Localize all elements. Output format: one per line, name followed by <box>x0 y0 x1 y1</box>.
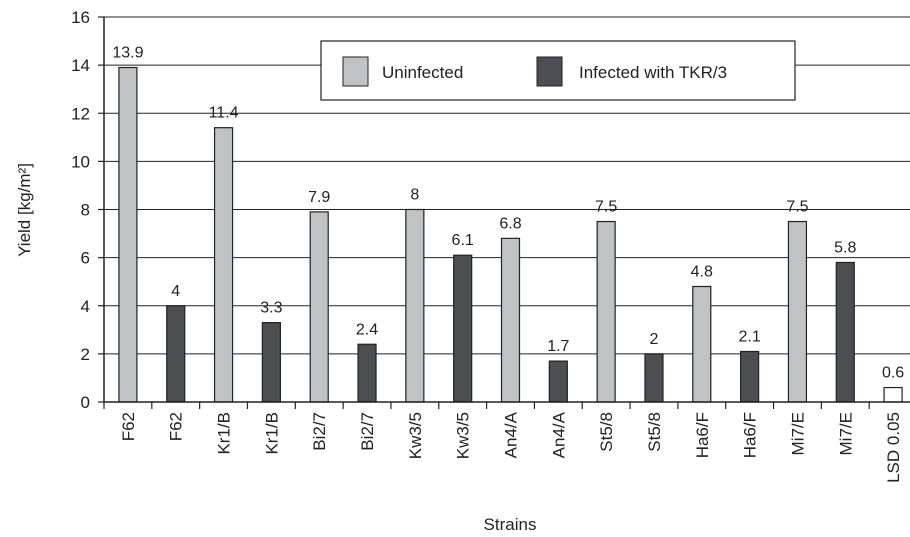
legend-label-uninfected: Uninfected <box>382 63 463 82</box>
x-tick-label: Kr1/B <box>262 412 281 455</box>
bar-lsd <box>883 386 903 403</box>
y-tick-label: 10 <box>71 152 90 171</box>
bar-infected <box>166 305 186 403</box>
x-tick-label: Ha6/F <box>693 412 712 458</box>
bar-uninfected <box>213 127 234 403</box>
x-tick-label: Mi7/E <box>836 412 855 455</box>
bar-uninfected <box>787 220 808 403</box>
data-label: 7.9 <box>308 189 330 206</box>
x-tick-label: An4/A <box>549 411 568 458</box>
bar-infected <box>740 350 760 403</box>
data-label: 5.8 <box>834 239 856 256</box>
data-labels: 13.9 4 11.4 3.3 7.9 2.4 8 6.1 6.8 1.7 7.5 2 4.8 2.1 7.… <box>112 45 904 382</box>
bar-infected <box>453 254 473 403</box>
y-tick-label: 12 <box>71 104 90 123</box>
data-label: 2.1 <box>738 328 760 345</box>
x-tick-label: Kr1/B <box>215 412 234 455</box>
legend: Uninfected Infected with TKR/3 <box>320 40 796 101</box>
data-label: 11.4 <box>209 105 239 122</box>
bar-uninfected <box>500 237 521 403</box>
bar-infected <box>357 343 377 403</box>
bar-uninfected <box>692 285 712 403</box>
x-tick-label: Kw3/5 <box>406 412 425 459</box>
y-tick-label: 2 <box>81 345 90 364</box>
x-tick-label: F62 <box>167 412 186 441</box>
data-label: 6.8 <box>499 215 521 232</box>
x-axis-title: Strains <box>484 515 537 534</box>
data-label: 1.7 <box>547 338 569 355</box>
data-label: 6.1 <box>452 232 474 249</box>
y-tick-label: 14 <box>71 56 90 75</box>
bar-infected <box>548 360 568 403</box>
legend-swatch-uninfected <box>342 56 369 87</box>
data-label: 0.6 <box>882 365 904 382</box>
data-label: 13.9 <box>112 45 143 62</box>
data-label: 8 <box>410 187 419 204</box>
bar-uninfected <box>118 66 138 403</box>
bar-infected <box>261 321 281 403</box>
data-label: 2 <box>650 331 659 348</box>
data-label: 3.3 <box>260 300 282 317</box>
x-tick-labels: F62 F62 Kr1/B Kr1/B Bi2/7 Bi2/7 Kw3/5 Kw3/5 An4/… <box>103 402 903 483</box>
y-tick-label: 0 <box>81 393 90 412</box>
y-axis-title: Yield [kg/m²] <box>15 163 34 257</box>
bar-infected <box>835 261 855 403</box>
x-tick-label: F62 <box>119 412 138 441</box>
bar-uninfected <box>309 211 329 403</box>
data-label: 4 <box>171 283 180 300</box>
x-tick-label: LSD 0.05 <box>884 412 903 483</box>
bar-infected <box>644 353 664 403</box>
y-tick-label: 8 <box>81 201 90 220</box>
x-tick-label: Bi2/7 <box>358 412 377 451</box>
x-tick-label: St5/8 <box>645 412 664 452</box>
y-tick-label: 6 <box>81 249 90 268</box>
x-tick-label: St5/8 <box>597 412 616 452</box>
y-tick-label: 4 <box>81 297 90 316</box>
data-label: 4.8 <box>691 264 713 281</box>
y-tick-label: 16 <box>71 8 90 27</box>
legend-swatch-infected <box>536 56 563 87</box>
x-tick-label: Mi7/E <box>788 412 807 455</box>
x-tick-label: Kw3/5 <box>454 412 473 459</box>
legend-label-infected: Infected with TKR/3 <box>579 63 727 82</box>
bar-uninfected <box>596 220 616 403</box>
data-label: 2.4 <box>356 321 378 338</box>
x-tick-label: Ha6/F <box>741 412 760 458</box>
data-label: 7.5 <box>786 199 808 216</box>
y-tick-labels: 0 2 4 6 8 10 12 14 16 <box>71 8 104 412</box>
x-tick-label: An4/A <box>502 411 521 458</box>
x-tick-label: Bi2/7 <box>310 412 329 451</box>
data-label: 7.5 <box>595 199 617 216</box>
bar-uninfected <box>405 208 425 403</box>
